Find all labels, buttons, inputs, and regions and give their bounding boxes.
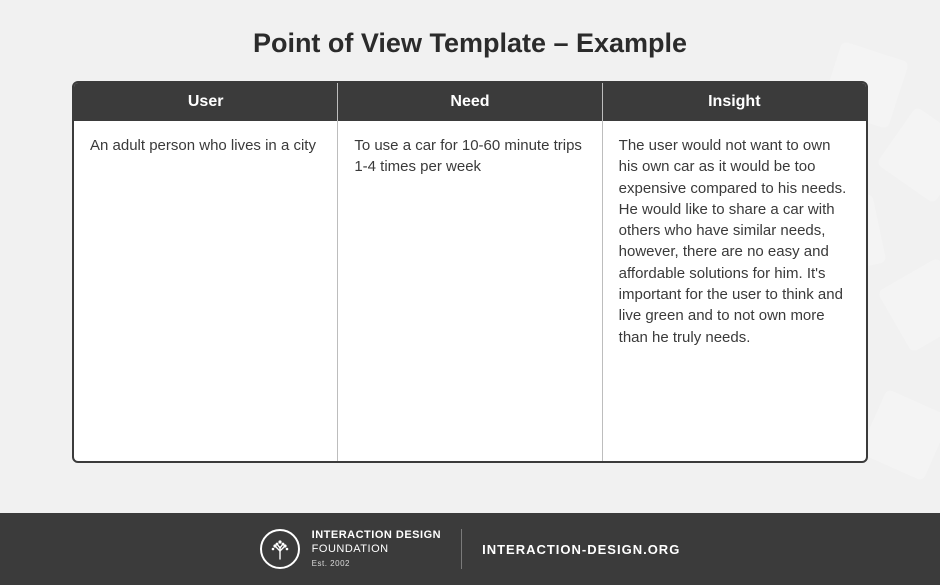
- pov-table: User Need Insight An adult person who li…: [72, 81, 868, 463]
- cell-insight: The user would not want to own his own c…: [603, 121, 866, 461]
- table-body-row: An adult person who lives in a city To u…: [74, 121, 866, 461]
- footer-brand: INTERACTION DESIGN FOUNDATION Est. 2002: [260, 529, 462, 569]
- brand-est: Est. 2002: [312, 559, 441, 569]
- brand-line2: FOUNDATION: [312, 543, 441, 557]
- cell-need: To use a car for 10-60 minute trips 1-4 …: [338, 121, 602, 461]
- cell-user: An adult person who lives in a city: [74, 121, 338, 461]
- footer-bar: INTERACTION DESIGN FOUNDATION Est. 2002 …: [0, 513, 940, 585]
- page-title: Point of View Template – Example: [0, 0, 940, 81]
- footer-url: INTERACTION-DESIGN.ORG: [482, 542, 680, 557]
- column-header-insight: Insight: [603, 83, 866, 121]
- brand-logo-icon: [260, 529, 300, 569]
- column-header-user: User: [74, 83, 338, 121]
- column-header-need: Need: [338, 83, 602, 121]
- brand-text: INTERACTION DESIGN FOUNDATION Est. 2002: [312, 529, 441, 569]
- table-header-row: User Need Insight: [74, 83, 866, 121]
- brand-line1: INTERACTION DESIGN: [312, 529, 441, 543]
